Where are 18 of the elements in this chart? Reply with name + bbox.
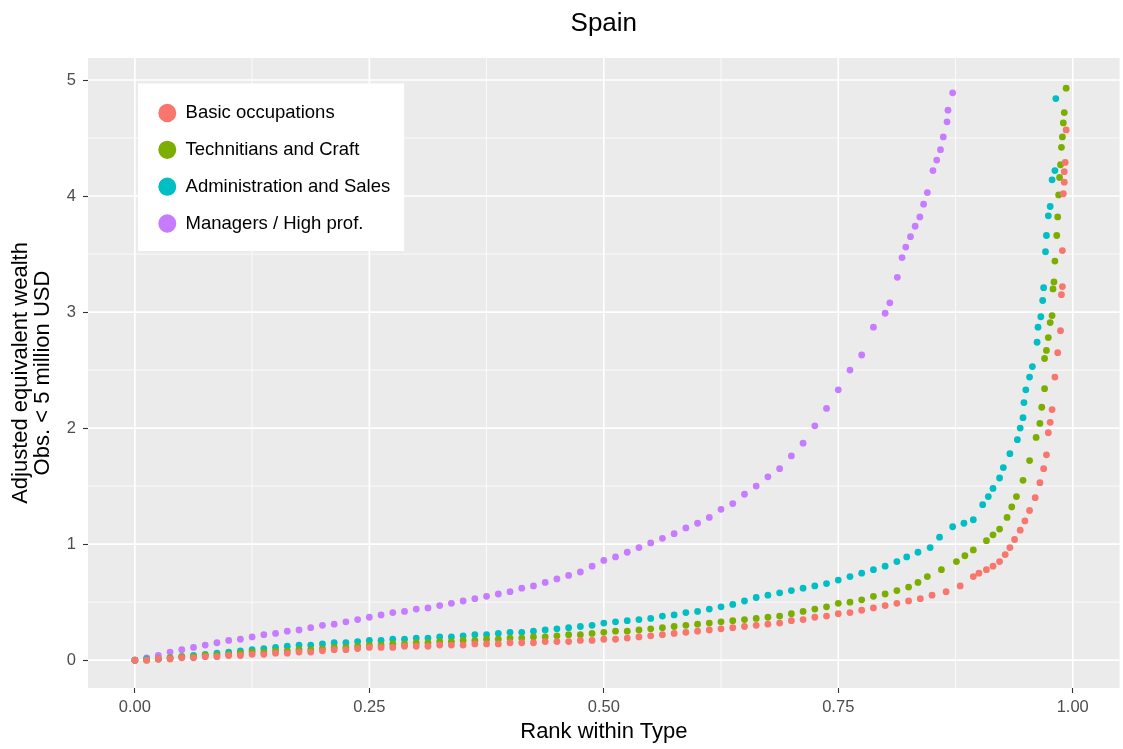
y-tick-label: 4 [66,185,76,204]
x-tick-label: 0.00 [118,697,151,716]
y-tick-label: 5 [66,69,76,88]
y-tick-label: 1 [66,533,76,552]
y-tick-label: 2 [66,417,76,436]
y-tick-label: 3 [66,301,76,320]
x-tick-label: 1.00 [1056,697,1089,716]
legend-label: Basic occupations [185,101,335,123]
y-axis-title: Adjusted equivalent wealth Obs. < 5 million USD [7,242,55,504]
legend-label: Managers / High prof. [185,211,364,233]
y-tick-label: 0 [66,649,76,668]
legend-label: Technitians and Craft [185,137,360,159]
x-axis-title: Rank within Type [520,718,688,744]
legend-label: Administration and Sales [185,174,391,196]
chart-title: Spain [570,7,638,38]
x-tick-label: 0.50 [587,697,620,716]
x-tick-label: 0.75 [822,697,855,716]
x-tick-label: 0.25 [353,697,386,716]
